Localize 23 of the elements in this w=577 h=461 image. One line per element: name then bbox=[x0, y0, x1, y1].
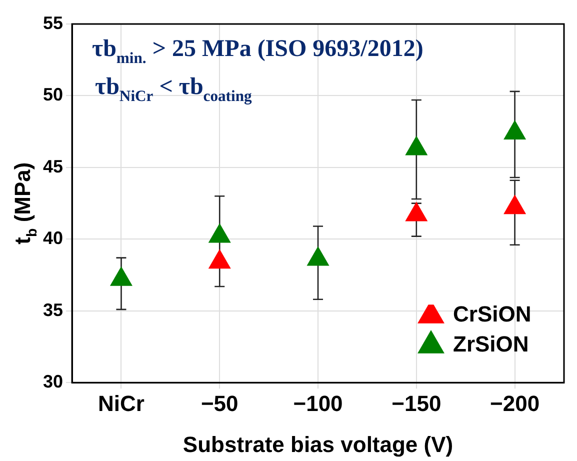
legend-label: CrSiON bbox=[453, 302, 532, 327]
y-tick-label: 50 bbox=[42, 84, 64, 105]
point bbox=[110, 266, 132, 286]
y-tick-label: 45 bbox=[42, 156, 64, 176]
y-tick-label: 30 bbox=[42, 372, 64, 392]
point bbox=[504, 120, 526, 140]
legend-label: ZrSiON bbox=[453, 332, 529, 357]
y-axis-title: tb (MPa) bbox=[10, 162, 41, 244]
x-tick-label: −50 bbox=[200, 390, 238, 416]
point bbox=[208, 223, 231, 243]
y-tick-label: 40 bbox=[42, 228, 64, 248]
point bbox=[405, 202, 428, 222]
point bbox=[208, 249, 231, 269]
y-tick-label: 55 bbox=[42, 12, 64, 33]
point bbox=[405, 136, 428, 156]
point bbox=[306, 246, 330, 266]
x-tick-label: −100 bbox=[293, 390, 343, 416]
x-tick-label: −150 bbox=[392, 390, 442, 416]
x-axis-title: Substrate bias voltage (V) bbox=[182, 432, 454, 457]
point bbox=[504, 194, 526, 214]
x-tick-label: NiCr bbox=[98, 390, 145, 416]
x-tick-label: −200 bbox=[490, 390, 540, 416]
y-tick-label: 35 bbox=[42, 300, 64, 320]
